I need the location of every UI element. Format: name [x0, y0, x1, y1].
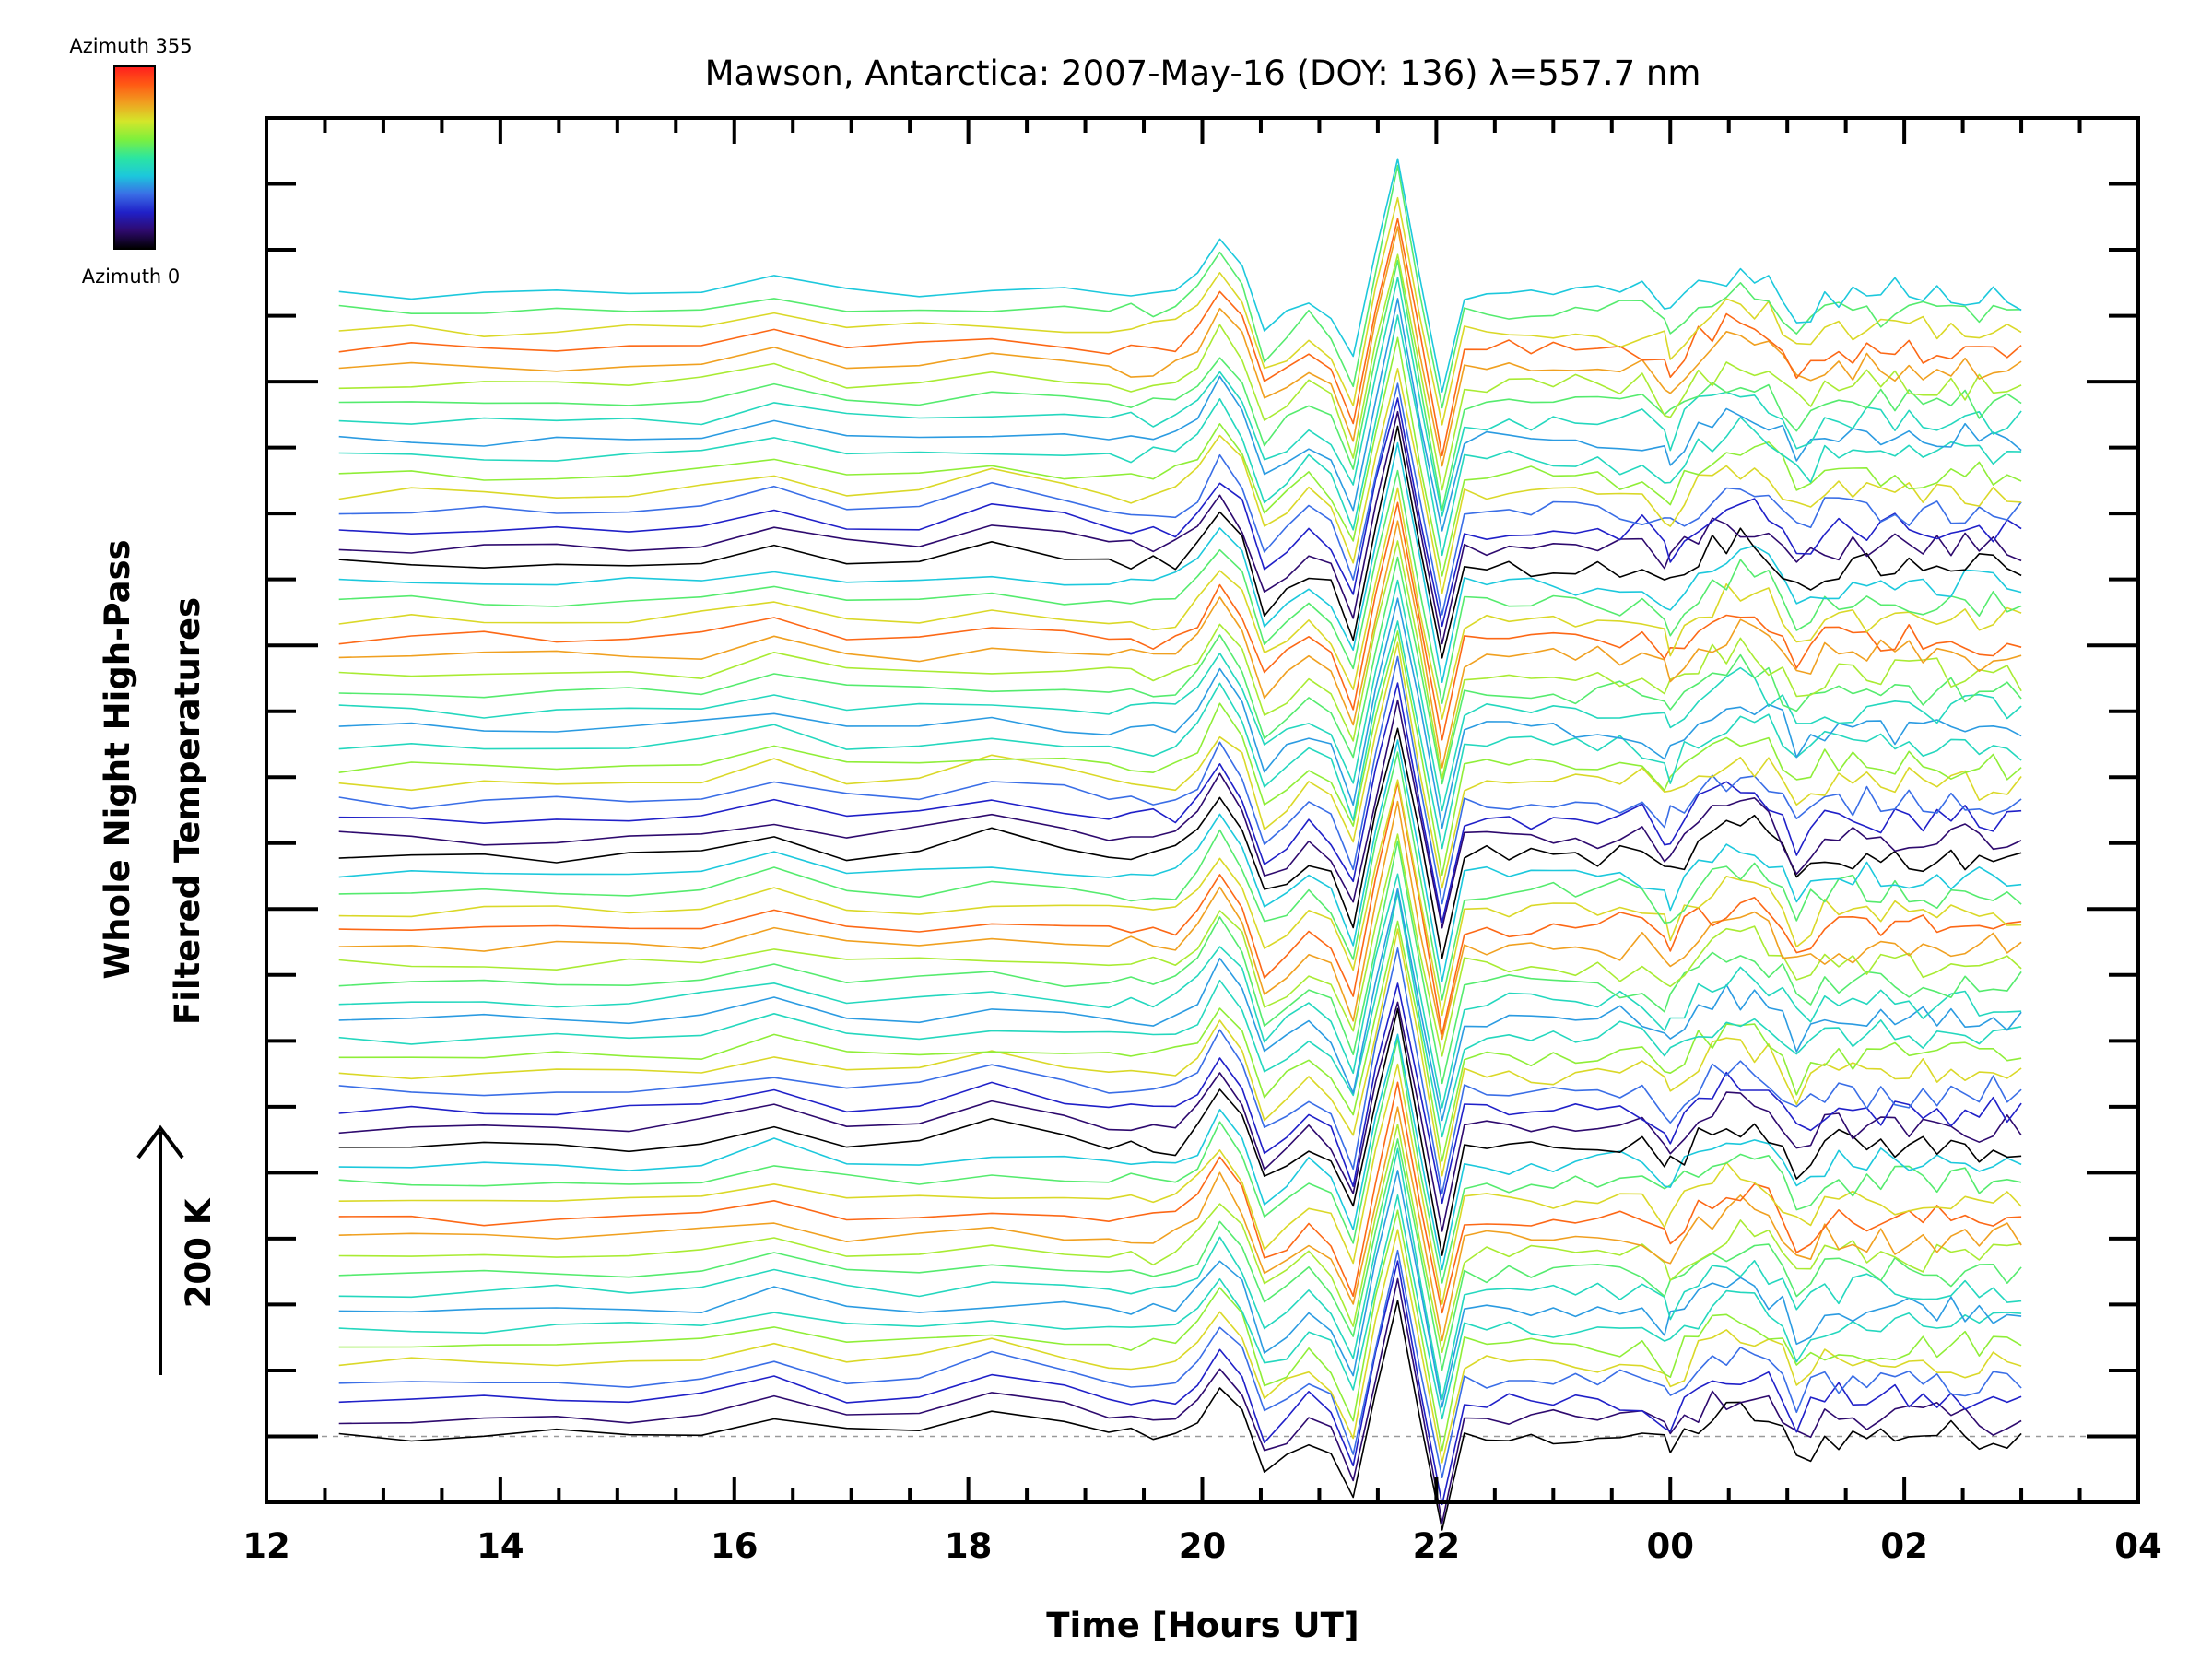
series-line	[338, 487, 2022, 720]
series-line	[338, 1001, 2022, 1232]
series-line	[338, 920, 2022, 1162]
x-tick-label: 12	[242, 1526, 290, 1566]
series-line	[338, 727, 2022, 959]
series-line	[338, 540, 2022, 780]
series-line	[338, 1277, 2022, 1524]
series-line	[338, 1038, 2022, 1284]
series-line	[338, 1170, 2022, 1408]
series-line	[338, 1249, 2022, 1478]
series-line	[338, 259, 2022, 512]
series-line	[338, 779, 2022, 1017]
series-line	[338, 276, 2022, 517]
series-line	[338, 410, 2022, 645]
series-line	[338, 336, 2022, 577]
x-tick-labels: 12 14 16 18 20 22 00 02 04	[242, 1526, 2162, 1566]
series-line	[338, 699, 2022, 929]
series-line	[338, 1260, 2022, 1506]
series-line	[338, 397, 2022, 628]
x-tick-label: 20	[1179, 1526, 1227, 1566]
axes-group	[265, 116, 2140, 1504]
x-tick-label: 02	[1880, 1526, 1928, 1566]
series-line	[338, 1007, 2022, 1256]
series-line	[338, 620, 2022, 850]
chart-title: Mawson, Antarctica: 2007-May-16 (DOY: 13…	[705, 53, 1701, 93]
x-tick-label: 16	[711, 1526, 759, 1566]
series-line	[338, 982, 2022, 1205]
series-line	[338, 425, 2022, 659]
series-line	[338, 253, 2022, 491]
series-line	[338, 196, 2022, 426]
series-line	[338, 314, 2022, 557]
series-line	[338, 520, 2022, 769]
series-line	[338, 891, 2022, 1138]
series-line	[338, 298, 2022, 532]
x-axis-label: Time [Hours UT]	[1046, 1606, 1359, 1645]
series-line	[338, 1081, 2022, 1314]
series-line	[338, 888, 2022, 1122]
colorbar-label-top: Azimuth 355	[69, 35, 192, 57]
series-line	[338, 1229, 2022, 1464]
x-tick-label: 14	[477, 1526, 524, 1566]
x-tick-label: 04	[2114, 1526, 2162, 1566]
series-line	[338, 782, 2022, 1035]
x-tick-label: 22	[1413, 1526, 1461, 1566]
x-tick-label: 00	[1647, 1526, 1695, 1566]
y-axis-label-line2: Filtered Temperatures	[168, 597, 207, 1025]
series-line	[338, 1194, 2022, 1420]
series-line	[338, 1033, 2022, 1271]
series-line	[338, 218, 2022, 457]
scale-arrow	[136, 1124, 184, 1375]
scale-label: 200 K	[179, 1197, 218, 1308]
series-line	[338, 1209, 2022, 1452]
series-line	[338, 751, 2022, 1001]
series-group	[338, 158, 2022, 1531]
series-line	[338, 158, 2022, 393]
colorbar	[113, 65, 156, 250]
series-line	[338, 1124, 2022, 1353]
x-tick-label: 18	[945, 1526, 993, 1566]
series-line	[338, 682, 2022, 924]
series-line	[338, 630, 2022, 877]
series-line	[338, 501, 2022, 741]
series-line	[338, 382, 2022, 616]
series-line	[338, 739, 2022, 982]
series-line	[338, 469, 2022, 704]
series-line	[338, 597, 2022, 830]
series-line	[338, 1147, 2022, 1401]
series-line	[338, 873, 2022, 1109]
colorbar-label-bottom: Azimuth 0	[82, 265, 181, 288]
series-line	[338, 579, 2022, 812]
series-line	[338, 800, 2022, 1041]
series-line	[338, 655, 2022, 905]
y-axis-label-line1: Whole Night High-Pass	[98, 539, 137, 979]
series-line	[338, 833, 2022, 1057]
series-line	[338, 1300, 2022, 1531]
plot-frame	[265, 116, 2140, 1504]
series-line	[338, 1106, 2022, 1342]
series-line	[338, 928, 2022, 1177]
series-line	[338, 367, 2022, 594]
series-line	[338, 1063, 2022, 1305]
series-line	[338, 641, 2022, 889]
series-line	[338, 441, 2022, 684]
series-line	[338, 556, 2022, 785]
series-line	[338, 164, 2022, 409]
series-line	[338, 226, 2022, 467]
series-line	[338, 840, 2022, 1085]
series-line	[338, 947, 2022, 1194]
series-line	[338, 1138, 2022, 1371]
